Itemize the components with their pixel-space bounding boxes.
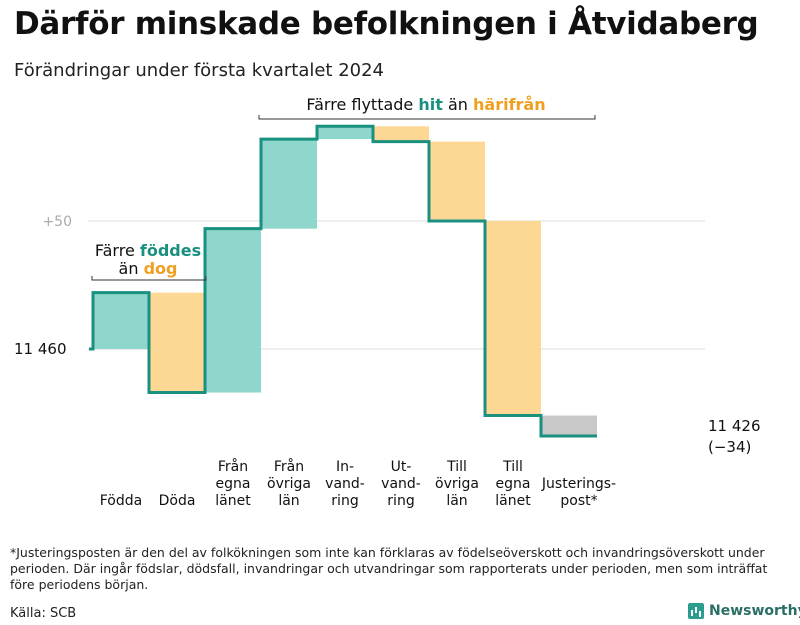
- brand-logo: Newsworthy: [688, 603, 800, 619]
- annotation-migration-mid: än: [443, 95, 473, 114]
- chart-title: Därför minskade befolkningen i Åtvidaber…: [14, 6, 759, 42]
- bar-8: [485, 221, 541, 416]
- x-label-6-line-1: Ut-: [391, 459, 412, 475]
- x-label-8-line-3: länet: [495, 493, 531, 509]
- x-label-4-line-1: Från: [274, 458, 304, 475]
- annotation-migration-word2: härifrån: [473, 95, 546, 114]
- x-label-8-line-2: egna: [496, 476, 531, 492]
- bar-9: [541, 415, 597, 437]
- bar-1: [93, 292, 149, 349]
- bar-chart-icon: [688, 603, 704, 619]
- end-value-label: 11 426: [708, 417, 761, 435]
- bar-6: [373, 126, 429, 142]
- x-label-8-line-1: Till: [502, 459, 523, 475]
- x-label-5-line-2: vand-: [325, 476, 365, 492]
- annotation-migration-bracket: [258, 115, 596, 120]
- bar-3: [205, 228, 261, 393]
- start-value-label: 11 460: [14, 340, 67, 358]
- x-label-9-line-1: Justerings-: [541, 476, 616, 492]
- annotation-migration-pre: Färre flyttade: [306, 95, 418, 114]
- x-label-5-line-1: In-: [336, 459, 354, 475]
- x-label-4-line-2: övriga: [267, 476, 311, 492]
- annotation-births-line2: än dog: [119, 259, 178, 278]
- footnote: *Justeringsposten är den del av folkökni…: [10, 545, 768, 592]
- x-label-9-line-2: post*: [560, 493, 597, 509]
- annotation-births-line1: Färre föddes: [95, 241, 201, 260]
- chart-subtitle: Förändringar under första kvartalet 2024: [14, 60, 385, 81]
- x-label-3-line-2: egna: [216, 476, 251, 492]
- brand-name: Newsworthy: [709, 603, 800, 619]
- x-label-3-line-3: länet: [215, 493, 251, 509]
- bar-4: [261, 139, 317, 229]
- annotation-births-word1: föddes: [140, 241, 201, 260]
- annotation-births-pre: Färre: [95, 241, 140, 260]
- annotation-births-line2-pre: än: [119, 259, 144, 278]
- running-total-line: [89, 124, 597, 438]
- bar-5: [317, 126, 373, 140]
- x-label-1-line-1: Födda: [100, 493, 142, 509]
- annotation-migration: Färre flyttade hit än härifrån: [306, 95, 545, 114]
- grid-label: +50: [42, 214, 72, 230]
- x-label-7-line-3: län: [446, 493, 467, 509]
- x-label-7-line-1: Till: [446, 459, 467, 475]
- x-label-6-line-2: vand-: [381, 476, 421, 492]
- bar-7: [429, 141, 485, 221]
- annotation-migration-word1: hit: [418, 95, 443, 114]
- source-label: Källa: SCB: [10, 606, 77, 621]
- end-change-label: (−34): [708, 438, 751, 456]
- x-label-7-line-2: övriga: [435, 476, 479, 492]
- annotation-births-word2: dog: [144, 259, 178, 278]
- x-label-5-line-3: ring: [331, 493, 358, 509]
- annotation-births-bracket: [91, 276, 207, 281]
- x-label-2-line-1: Döda: [159, 493, 196, 509]
- bar-2: [149, 292, 205, 393]
- x-label-6-line-3: ring: [387, 493, 414, 509]
- x-label-3-line-1: Från: [218, 458, 248, 475]
- x-label-4-line-3: län: [278, 493, 299, 509]
